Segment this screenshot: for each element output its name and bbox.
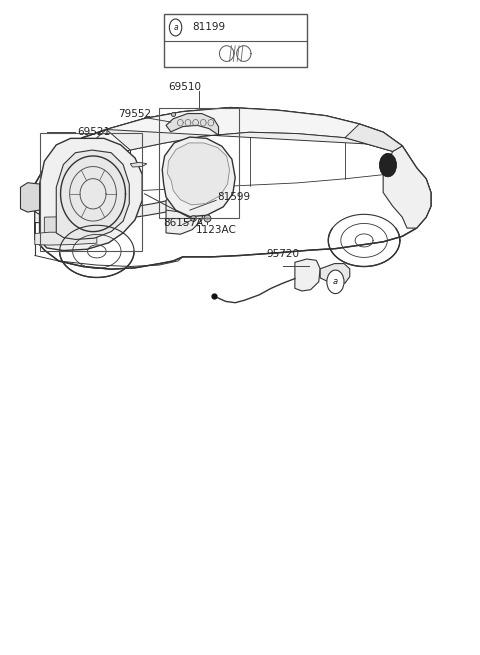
Text: 81599: 81599 (217, 192, 250, 202)
Text: a: a (333, 277, 338, 286)
Bar (164, 14, 307, 67)
Text: 95720: 95720 (266, 250, 299, 259)
Text: 1123AC: 1123AC (196, 225, 237, 234)
Polygon shape (39, 138, 142, 251)
Text: 69521: 69521 (78, 127, 111, 137)
Text: 86157A: 86157A (164, 218, 204, 228)
Polygon shape (383, 146, 431, 228)
Polygon shape (56, 150, 129, 240)
Circle shape (379, 153, 396, 177)
Text: a: a (173, 23, 178, 32)
Polygon shape (44, 214, 111, 234)
Polygon shape (162, 137, 235, 217)
Circle shape (327, 270, 344, 293)
Polygon shape (345, 124, 402, 151)
Polygon shape (168, 143, 229, 205)
Bar (39, 133, 142, 251)
Text: 81199: 81199 (192, 22, 226, 33)
Polygon shape (107, 130, 402, 151)
Polygon shape (295, 259, 320, 291)
Polygon shape (166, 187, 204, 234)
Circle shape (169, 19, 182, 36)
Bar (159, 108, 239, 218)
Polygon shape (130, 162, 147, 167)
Text: 79552: 79552 (118, 109, 151, 119)
Polygon shape (35, 196, 183, 239)
Polygon shape (97, 107, 402, 157)
Text: 69510: 69510 (168, 83, 202, 92)
Polygon shape (35, 107, 431, 269)
Polygon shape (21, 183, 39, 212)
Polygon shape (166, 113, 218, 135)
Polygon shape (320, 263, 350, 285)
Polygon shape (35, 233, 97, 245)
